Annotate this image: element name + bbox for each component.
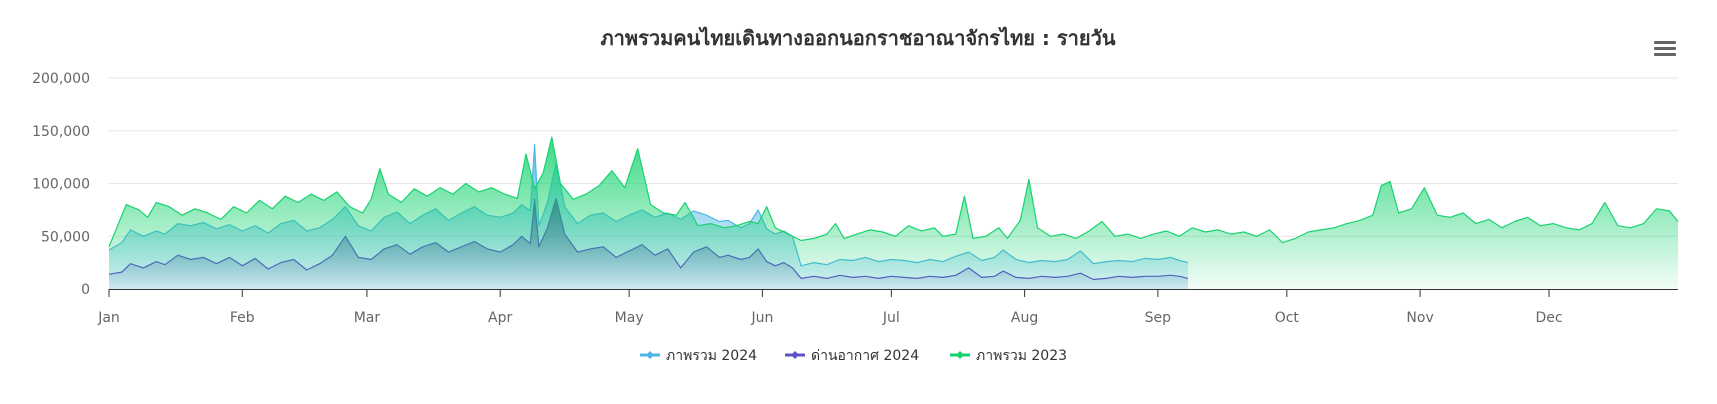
legend-marker (956, 351, 964, 359)
legend: ภาพรวม 2024 ด่านอากาศ 2024 ภาพรวม 2023 (640, 348, 1067, 364)
legend-marker (646, 351, 654, 359)
hamburger-menu-icon (1654, 41, 1676, 44)
legend-marker (791, 351, 799, 359)
x-tick-label: Mar (354, 310, 381, 326)
series-areas (108, 136, 1679, 289)
x-tick-label: Oct (1275, 310, 1300, 326)
series-2 (108, 136, 1679, 289)
x-tick-label: Jul (882, 310, 900, 326)
x-tick-label: May (615, 310, 644, 326)
legend-item[interactable]: ภาพรวม 2023 (950, 348, 1067, 364)
y-tick-label: 150,000 (32, 124, 90, 140)
y-tick-label: 100,000 (32, 177, 90, 193)
x-tick-label: Dec (1535, 310, 1562, 326)
chart-menu-button[interactable] (1652, 38, 1678, 62)
x-axis: Jan Feb Mar Apr May Jun Jul Aug Sep Oct Nov Dec (97, 289, 1678, 326)
chart-title: ภาพรวมคนไทยเดินทางออกนอกราชอาณาจักรไทย :… (601, 26, 1116, 50)
y-tick-label: 0 (81, 282, 90, 298)
y-tick-label: 200,000 (32, 71, 90, 87)
x-tick-label: Nov (1406, 310, 1433, 326)
legend-label: ภาพรวม 2023 (976, 348, 1067, 364)
y-tick-label: 50,000 (41, 229, 90, 245)
legend-item[interactable]: ด่านอากาศ 2024 (785, 348, 919, 364)
x-tick-label: Feb (230, 310, 255, 326)
x-tick-label: Jan (97, 310, 120, 326)
x-tick-label: Apr (488, 310, 512, 326)
legend-item[interactable]: ภาพรวม 2024 (640, 348, 757, 364)
series-line-2 (108, 136, 1679, 248)
legend-label: ภาพรวม 2024 (666, 348, 757, 364)
series-area-2 (109, 137, 1678, 289)
legend-label: ด่านอากาศ 2024 (811, 348, 919, 364)
x-tick-label: Sep (1145, 310, 1172, 326)
x-tick-label: Aug (1011, 310, 1038, 326)
y-axis: 0 50,000 100,000 150,000 200,000 (32, 71, 90, 298)
x-tick-label: Jun (750, 310, 773, 326)
